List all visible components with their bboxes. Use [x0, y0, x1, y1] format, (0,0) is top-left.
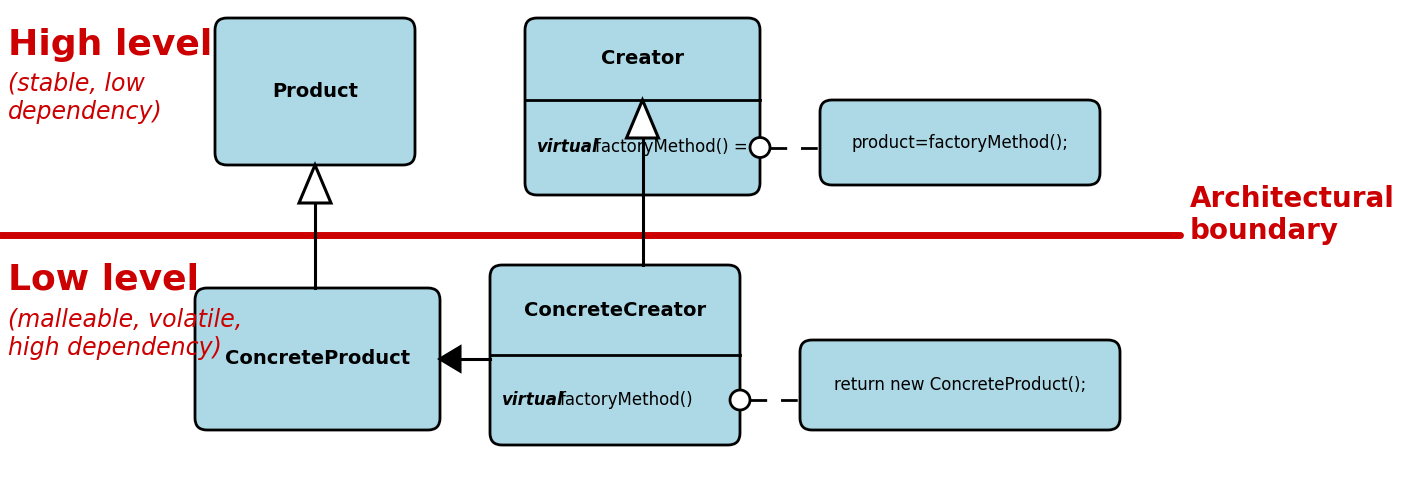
Circle shape [750, 137, 770, 157]
FancyBboxPatch shape [490, 265, 740, 445]
Text: factoryMethod() = 0: factoryMethod() = 0 [595, 138, 763, 156]
Polygon shape [299, 165, 330, 203]
Text: ConcreteProduct: ConcreteProduct [225, 349, 410, 368]
Polygon shape [627, 100, 658, 138]
Text: product=factoryMethod();: product=factoryMethod(); [852, 134, 1068, 151]
Text: ConcreteCreator: ConcreteCreator [524, 301, 706, 319]
FancyBboxPatch shape [820, 100, 1099, 185]
FancyBboxPatch shape [800, 340, 1121, 430]
Text: virtual: virtual [503, 391, 564, 409]
Text: virtual: virtual [537, 138, 598, 156]
Text: Product: Product [272, 82, 357, 101]
Text: Low level: Low level [9, 262, 199, 296]
Text: Architectural
boundary: Architectural boundary [1190, 185, 1396, 245]
Polygon shape [440, 347, 460, 371]
Text: (stable, low
dependency): (stable, low dependency) [9, 72, 162, 124]
Circle shape [731, 390, 750, 410]
FancyBboxPatch shape [215, 18, 414, 165]
Text: (malleable, volatile,
high dependency): (malleable, volatile, high dependency) [9, 308, 242, 360]
Text: return new ConcreteProduct();: return new ConcreteProduct(); [834, 376, 1087, 394]
Text: Creator: Creator [601, 49, 684, 69]
Text: High level: High level [9, 28, 212, 62]
FancyBboxPatch shape [525, 18, 760, 195]
FancyBboxPatch shape [195, 288, 440, 430]
Text: factoryMethod(): factoryMethod() [560, 391, 693, 409]
